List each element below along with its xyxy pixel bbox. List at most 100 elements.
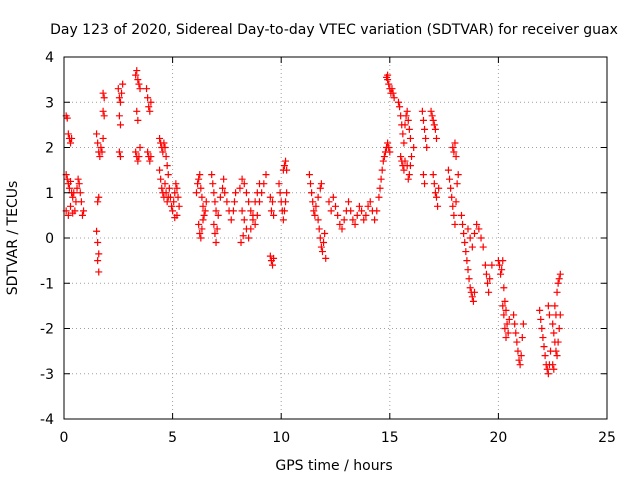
data-point bbox=[351, 220, 359, 228]
data-point bbox=[240, 180, 248, 188]
data-point bbox=[451, 220, 459, 228]
data-point bbox=[463, 257, 471, 265]
data-point bbox=[345, 198, 353, 206]
grid-lines bbox=[64, 57, 607, 419]
data-point bbox=[421, 180, 429, 188]
data-point bbox=[423, 144, 431, 151]
data-point bbox=[419, 116, 427, 124]
data-point bbox=[514, 347, 522, 355]
data-point bbox=[334, 211, 342, 219]
data-point bbox=[556, 270, 564, 278]
data-point bbox=[197, 234, 205, 242]
data-point bbox=[552, 311, 560, 319]
data-point bbox=[340, 216, 348, 224]
data-point bbox=[502, 334, 510, 342]
data-point bbox=[475, 225, 483, 233]
data-point bbox=[283, 189, 291, 197]
data-point bbox=[471, 229, 479, 237]
data-point bbox=[355, 202, 363, 210]
x-tick-label: 25 bbox=[598, 430, 616, 446]
data-point bbox=[310, 207, 318, 215]
data-point bbox=[156, 134, 164, 142]
data-point bbox=[223, 198, 231, 206]
data-point bbox=[405, 171, 413, 179]
data-point bbox=[389, 89, 397, 97]
data-point bbox=[157, 175, 165, 183]
data-point bbox=[220, 175, 228, 183]
data-point bbox=[451, 139, 459, 147]
data-point bbox=[385, 80, 393, 88]
data-point bbox=[116, 153, 124, 161]
data-point bbox=[280, 162, 288, 170]
data-point bbox=[388, 85, 396, 93]
data-point bbox=[402, 112, 410, 120]
data-point bbox=[418, 107, 426, 115]
data-point bbox=[221, 189, 229, 197]
data-point bbox=[67, 177, 75, 185]
data-point bbox=[501, 297, 509, 305]
data-point bbox=[364, 202, 372, 210]
data-point bbox=[453, 180, 461, 188]
data-point bbox=[175, 202, 183, 210]
plot-frame bbox=[63, 56, 608, 420]
data-point bbox=[332, 202, 339, 210]
data-point bbox=[450, 211, 458, 219]
y-tick-label: 2 bbox=[45, 141, 54, 157]
data-point bbox=[336, 220, 344, 228]
x-tick-label: 15 bbox=[381, 430, 399, 446]
data-point bbox=[549, 361, 557, 369]
data-point bbox=[419, 171, 427, 179]
data-point bbox=[317, 243, 325, 251]
data-point bbox=[430, 180, 438, 188]
data-point bbox=[199, 216, 207, 224]
x-tick-label: 0 bbox=[60, 430, 69, 446]
data-point bbox=[400, 139, 408, 147]
data-point bbox=[555, 275, 563, 283]
data-point bbox=[545, 311, 553, 319]
data-point bbox=[116, 121, 124, 129]
data-point bbox=[270, 254, 278, 262]
data-point bbox=[94, 257, 102, 265]
data-point bbox=[449, 202, 457, 210]
x-axis-label: GPS time / hours bbox=[275, 458, 392, 474]
data-point bbox=[80, 207, 88, 215]
data-point bbox=[315, 225, 323, 233]
data-point bbox=[238, 207, 246, 215]
data-point bbox=[497, 270, 505, 278]
data-point bbox=[214, 211, 222, 219]
data-point bbox=[410, 144, 418, 151]
data-point bbox=[237, 239, 245, 247]
data-point bbox=[135, 80, 143, 88]
data-point bbox=[208, 171, 216, 179]
data-point bbox=[432, 134, 440, 142]
data-point bbox=[510, 311, 518, 319]
data-point bbox=[199, 202, 207, 210]
data-point bbox=[209, 180, 217, 188]
data-point bbox=[75, 180, 83, 188]
data-point bbox=[283, 166, 291, 174]
data-point bbox=[452, 153, 460, 161]
data-point bbox=[500, 311, 508, 319]
data-point bbox=[133, 67, 141, 75]
data-point bbox=[201, 207, 209, 215]
data-point bbox=[471, 288, 479, 296]
data-point bbox=[375, 193, 383, 201]
data-point bbox=[197, 184, 205, 192]
data-point bbox=[434, 202, 442, 210]
data-point bbox=[247, 207, 255, 215]
data-point bbox=[384, 71, 392, 79]
data-point bbox=[251, 220, 259, 228]
data-point bbox=[553, 352, 561, 360]
data-point bbox=[379, 157, 387, 165]
data-point bbox=[115, 94, 123, 102]
data-point bbox=[119, 80, 127, 88]
data-point bbox=[95, 268, 103, 276]
data-point bbox=[318, 248, 326, 256]
data-point bbox=[399, 130, 407, 138]
data-point bbox=[401, 121, 409, 129]
data-point bbox=[488, 261, 496, 269]
data-point bbox=[210, 189, 218, 197]
data-point bbox=[316, 234, 324, 242]
data-point bbox=[93, 130, 101, 138]
data-point bbox=[452, 198, 460, 206]
